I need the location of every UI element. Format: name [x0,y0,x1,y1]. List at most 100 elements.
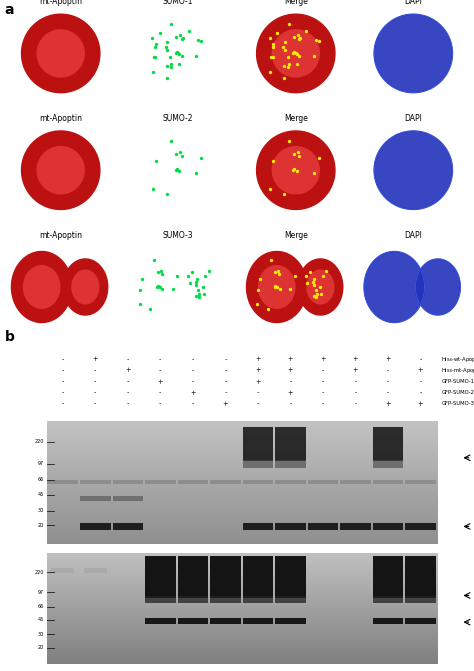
Text: +: + [418,401,423,407]
Polygon shape [256,131,335,209]
Bar [145,556,176,598]
Bar [275,523,306,530]
Text: -: - [62,356,64,362]
Text: -: - [322,390,324,395]
Text: +: + [385,401,391,407]
Text: 45: 45 [38,617,44,623]
Text: 20: 20 [38,645,44,650]
Polygon shape [298,259,343,315]
Text: -: - [94,390,97,395]
Text: -: - [224,378,227,384]
Text: -: - [289,401,292,407]
Text: -: - [354,378,356,384]
Bar [243,556,273,598]
Polygon shape [21,131,100,209]
Text: +: + [223,401,228,407]
Text: +: + [418,368,423,374]
Text: b: b [5,330,15,344]
Bar [145,595,176,603]
Bar [178,595,208,603]
Text: +: + [255,368,261,374]
Title: mt-Apoptin: mt-Apoptin [39,231,82,240]
Text: -: - [191,401,194,407]
Text: 97: 97 [38,462,44,466]
Bar [405,556,436,598]
Bar [405,595,436,603]
Polygon shape [374,131,453,209]
Text: +: + [320,356,326,362]
Text: -: - [159,356,162,362]
Bar [178,480,208,484]
Bar [340,523,371,530]
Text: -: - [387,390,389,395]
Text: -: - [127,356,129,362]
Polygon shape [307,270,334,304]
Bar [243,480,273,484]
Text: -: - [322,401,324,407]
Text: 30: 30 [38,508,44,513]
Bar [210,595,241,603]
Text: -: - [191,356,194,362]
Title: SUMO-3: SUMO-3 [163,231,193,240]
Bar [275,556,306,598]
Bar [340,480,371,484]
Bar [373,523,403,530]
Text: 220: 220 [35,440,44,444]
Text: -: - [419,378,422,384]
Polygon shape [24,266,60,308]
Bar [373,480,403,484]
Text: GFP-SUMO-1: GFP-SUMO-1 [441,379,474,384]
Text: -: - [159,401,162,407]
Text: -: - [191,378,194,384]
Text: -: - [62,390,64,395]
Polygon shape [63,259,108,315]
Title: Merge: Merge [284,231,308,240]
Text: +: + [92,356,98,362]
Bar [373,460,403,468]
Bar [47,480,78,484]
Text: -: - [322,378,324,384]
Text: -: - [62,401,64,407]
Bar [373,595,403,603]
Bar [80,496,110,501]
Text: His$_6$-mt-Apoptin: His$_6$-mt-Apoptin [441,366,474,375]
Bar [243,595,273,603]
Text: -: - [127,401,129,407]
Bar [243,523,273,530]
Text: -: - [419,356,422,362]
Bar [405,480,436,484]
Text: -: - [224,368,227,374]
Bar [178,618,208,624]
Text: -: - [62,378,64,384]
Bar [210,480,241,484]
Polygon shape [259,266,295,308]
Text: GFP-SUMO-3: GFP-SUMO-3 [441,401,474,406]
Text: +: + [125,368,131,374]
Text: +: + [353,356,358,362]
Bar [308,480,338,484]
Bar [178,556,208,598]
Text: +: + [157,378,163,384]
Text: -: - [257,401,259,407]
Text: -: - [224,356,227,362]
Bar [210,556,241,598]
Text: 66: 66 [38,477,44,482]
Text: +: + [288,356,293,362]
Title: SUMO-2: SUMO-2 [163,113,193,123]
Polygon shape [11,252,72,323]
Text: 20: 20 [38,523,44,527]
Bar [275,460,306,468]
Text: -: - [94,368,97,374]
Text: +: + [288,390,293,395]
Polygon shape [21,14,100,93]
Polygon shape [272,30,319,77]
Polygon shape [416,259,460,315]
Text: -: - [127,378,129,384]
Polygon shape [364,252,425,323]
Bar [210,618,241,624]
Bar [275,480,306,484]
Bar [373,556,403,598]
Title: Merge: Merge [284,113,308,123]
Bar [275,595,306,603]
Text: -: - [159,368,162,374]
